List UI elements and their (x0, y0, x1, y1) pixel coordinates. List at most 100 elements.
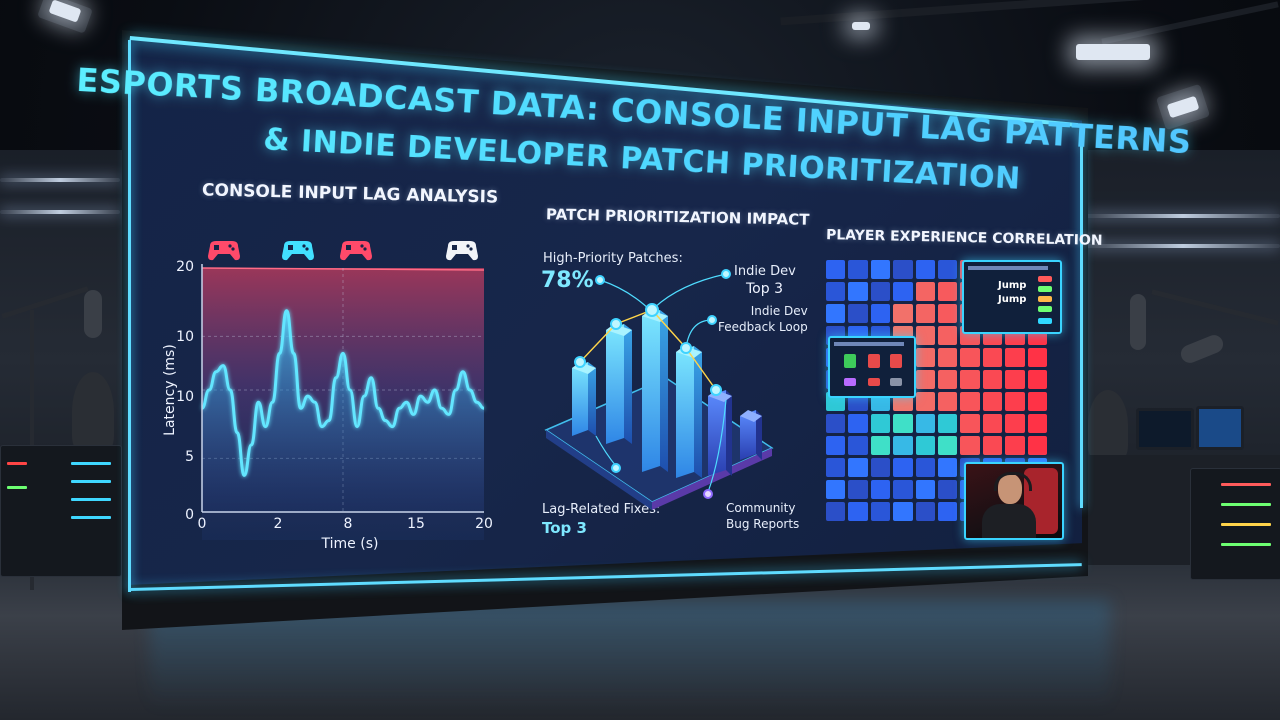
callout-connector (707, 399, 727, 493)
overlay-status-tile (1038, 286, 1052, 292)
patch-bar-chart (544, 269, 774, 510)
chart-base-edge (546, 430, 652, 510)
heatmap-cell (915, 348, 935, 367)
heatmap-cell (848, 260, 868, 279)
heatmap-cell (915, 260, 935, 279)
heatmap-cell (1027, 392, 1047, 411)
overlay-word: Jump (998, 280, 1027, 291)
patch-bar (606, 324, 632, 444)
heatmap-cell (848, 436, 868, 455)
heatmap-cell (982, 370, 1003, 389)
community-bug-label: Community Bug Reports (726, 501, 800, 531)
latency-area (202, 310, 484, 512)
overlay-status-tile (1038, 296, 1052, 302)
gamepad-icon (208, 241, 240, 261)
callout-connector (599, 279, 653, 313)
equipment-rack (0, 445, 122, 577)
game-ui-overlay (828, 336, 916, 398)
heatmap-cell (915, 304, 935, 323)
y-tick-label: 10 (176, 329, 194, 345)
heatmap-cell (982, 414, 1003, 433)
overlay-status-tile (1038, 276, 1052, 282)
lag-fixes-value: Top 3 (542, 519, 587, 537)
x-tick-label: 15 (407, 516, 425, 532)
heatmap-cell (826, 260, 846, 279)
heatmap-cell (915, 392, 935, 411)
gamepad-icon (446, 241, 478, 261)
heatmap-cell (893, 502, 913, 521)
heatmap-cell (870, 282, 891, 301)
microphone-icon (84, 290, 102, 338)
wall-light-strip (0, 178, 120, 182)
heatmap-cell (870, 436, 891, 455)
heatmap-cell (938, 436, 958, 455)
overlay-icon-purple (844, 378, 856, 386)
high-priority-value: 78% (541, 268, 594, 293)
heatmap-cell (960, 392, 980, 411)
heatmap-cell (826, 282, 846, 301)
heatmap-cell (1027, 414, 1047, 433)
node-dot (645, 303, 659, 317)
overlay-icon-red (890, 354, 902, 368)
y-axis-label: Latency (ms) (162, 344, 178, 436)
node-dot (703, 489, 713, 499)
heatmap-cell (915, 480, 935, 499)
heatmap-cell (1027, 370, 1047, 389)
heatmap-cell (938, 502, 958, 521)
heatmap-cell (982, 348, 1003, 367)
player-camera-feed (964, 462, 1064, 540)
heatmap-cell (826, 502, 846, 521)
latency-chart: 20 10 10 5 0 0 2 8 15 20 Latency (ms) Time (s) (162, 241, 493, 552)
heatmap-cell (826, 304, 846, 323)
wall-light-strip (1086, 244, 1280, 248)
heatmap-cell (893, 282, 913, 301)
gamepad-icon (282, 241, 314, 261)
overlay-header-bar (834, 342, 904, 346)
heatmap-cell (915, 414, 935, 433)
patch-bar (642, 310, 668, 472)
high-priority-label: High-Priority Patches: (543, 251, 683, 266)
patch-bar (572, 362, 596, 436)
overlay-icon-green (844, 354, 856, 368)
wall-light-strip (1086, 214, 1280, 218)
heatmap-cell (848, 502, 868, 521)
gamepad-icon (340, 241, 372, 261)
x-tick-label: 8 (344, 516, 353, 532)
x-tick-label: 20 (475, 516, 493, 532)
node-dot (721, 269, 731, 279)
indie-dev-value: Top 3 (746, 281, 783, 297)
heatmap-cell (938, 326, 958, 345)
heatmap-cell (870, 304, 891, 323)
overlay-header-bar (968, 266, 1048, 270)
heatmap-cell (960, 370, 980, 389)
heatmap-cell (982, 436, 1003, 455)
desk-monitor (1136, 408, 1194, 450)
heatmap-cell (915, 436, 935, 455)
microphone-icon (1130, 294, 1146, 350)
plot-top-line (201, 267, 485, 271)
heatmap-cell (870, 480, 891, 499)
heatmap-cell (826, 414, 846, 433)
node-dot (707, 315, 717, 325)
x-tick-label: 2 (274, 516, 283, 532)
heatmap-cell (938, 414, 958, 433)
node-dot (574, 356, 586, 368)
heatmap-cell (938, 458, 958, 477)
indie-dev-label: Indie Dev (734, 264, 796, 279)
x-axis-label: Time (s) (321, 536, 379, 552)
overlay-status-tile (1038, 306, 1052, 312)
heatmap-cell (938, 480, 958, 499)
heatmap-cell (938, 370, 958, 389)
heatmap-cell (826, 436, 846, 455)
heatmap-cell (1027, 436, 1047, 455)
heatmap-cell (893, 480, 913, 499)
overlay-status-tile (1038, 318, 1052, 324)
heatmap-cell (1005, 370, 1025, 389)
overlay-word: Jump (998, 294, 1027, 305)
node-dot (710, 384, 722, 396)
overlay-icon-red (868, 378, 880, 386)
heatmap-cell (915, 370, 935, 389)
y-tick-label: 0 (185, 507, 194, 523)
heatmap-cell (826, 480, 846, 499)
feedback-loop-label: Indie Dev Feedback Loop (718, 304, 808, 334)
